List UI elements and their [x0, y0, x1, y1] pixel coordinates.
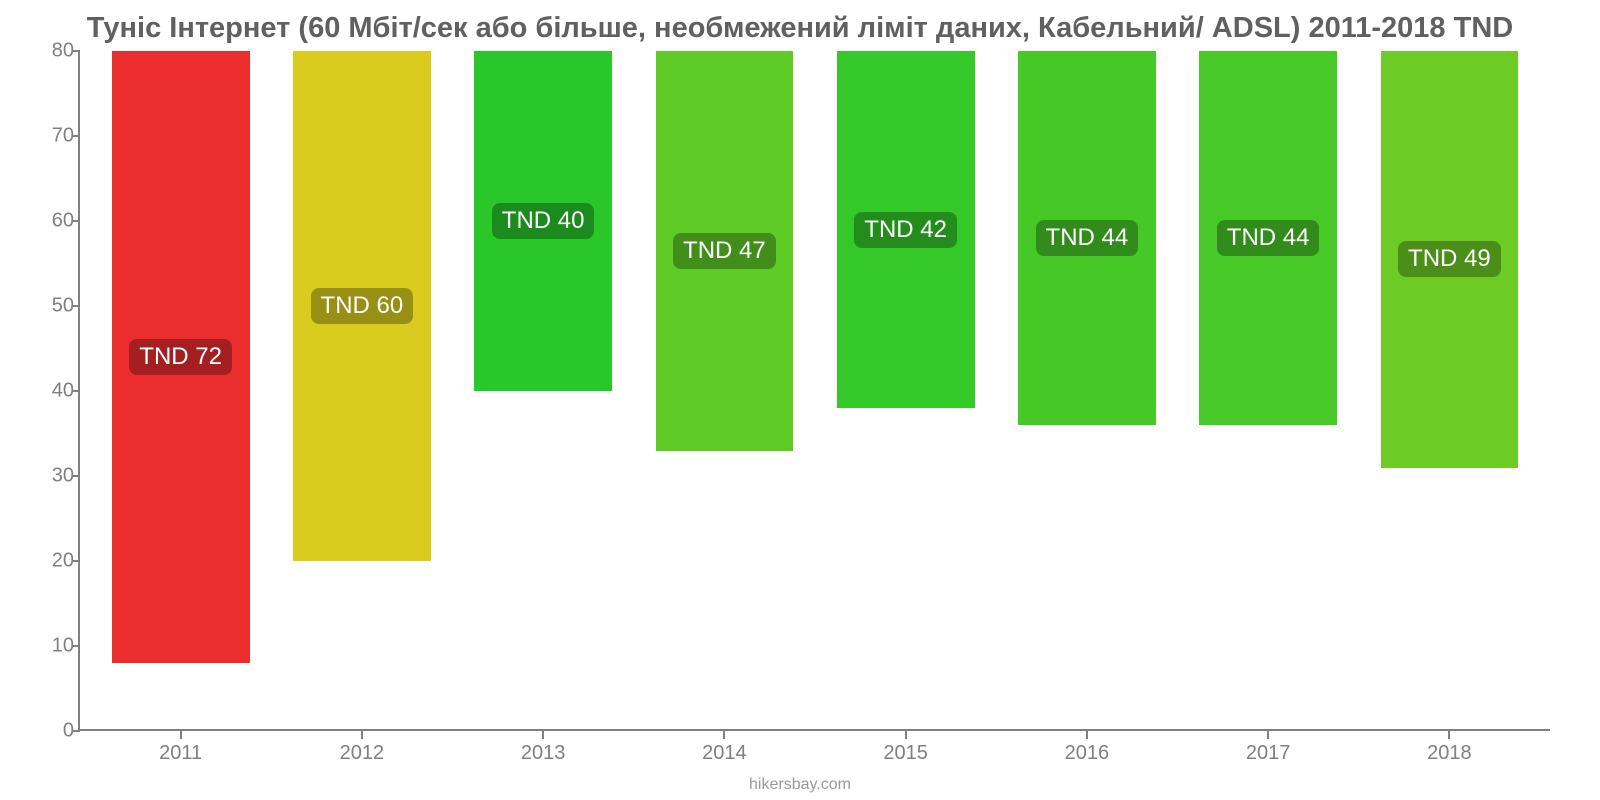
y-tick-mark	[72, 390, 80, 392]
bar-data-label: TND 40	[492, 203, 595, 239]
y-tick-label: 50	[52, 295, 74, 318]
x-tick-mark	[1086, 731, 1088, 739]
bar: TND 40	[474, 51, 612, 391]
bar-slot: TND 72	[90, 51, 271, 731]
x-tick-label: 2017	[1178, 742, 1359, 765]
y-tick-mark	[72, 475, 80, 477]
bar: TND 42	[837, 51, 975, 408]
x-tick-mark	[361, 731, 363, 739]
bar-data-label: TND 49	[1398, 241, 1501, 277]
y-tick-label: 70	[52, 125, 74, 148]
y-tick-mark	[72, 730, 80, 732]
bar-data-label: TND 47	[673, 233, 776, 269]
bar-data-label: TND 42	[854, 212, 957, 248]
y-tick-label: 40	[52, 380, 74, 403]
x-tick-mark	[1267, 731, 1269, 739]
bar-slot: TND 60	[271, 51, 452, 731]
x-tick-label: 2018	[1359, 742, 1540, 765]
bar-data-label: TND 60	[311, 288, 414, 324]
y-tick-mark	[72, 560, 80, 562]
y-tick-label: 20	[52, 550, 74, 573]
y-tick-mark	[72, 220, 80, 222]
bar: TND 60	[293, 51, 431, 561]
x-tick-label: 2015	[815, 742, 996, 765]
bar-slot: TND 47	[634, 51, 815, 731]
bar-slot: TND 44	[996, 51, 1177, 731]
bar: TND 49	[1381, 51, 1519, 468]
bar-slot: TND 44	[1178, 51, 1359, 731]
bar-data-label: TND 44	[1217, 220, 1320, 256]
chart-title: Туніс Інтернет (60 Мбіт/сек або більше, …	[40, 12, 1560, 45]
x-tick-label: 2014	[634, 742, 815, 765]
plot-area: 01020304050607080 TND 72TND 60TND 40TND …	[80, 51, 1550, 731]
x-tick-label: 2012	[271, 742, 452, 765]
y-tick-mark	[72, 50, 80, 52]
x-axis-labels: 20112012201320142015201620172018	[80, 742, 1550, 765]
attribution: hikersbay.com	[0, 776, 1600, 794]
bar: TND 44	[1018, 51, 1156, 425]
x-tick-label: 2013	[453, 742, 634, 765]
y-tick-label: 10	[52, 635, 74, 658]
chart-container: Туніс Інтернет (60 Мбіт/сек або більше, …	[0, 0, 1600, 800]
x-tick-mark	[542, 731, 544, 739]
x-tick-mark	[1448, 731, 1450, 739]
y-tick-mark	[72, 135, 80, 137]
y-tick-label: 60	[52, 210, 74, 233]
y-tick-mark	[72, 645, 80, 647]
x-tick-mark	[905, 731, 907, 739]
x-tick-label: 2016	[996, 742, 1177, 765]
bars-group: TND 72 TND 60 TND 40 TND 47 TND 42 TND 44 TND …	[80, 51, 1550, 731]
bar-data-label: TND 44	[1036, 220, 1139, 256]
bar: TND 44	[1199, 51, 1337, 425]
x-tick-mark	[723, 731, 725, 739]
bar-slot: TND 42	[815, 51, 996, 731]
y-tick-mark	[72, 305, 80, 307]
bar: TND 72	[112, 51, 250, 663]
bar-data-label: TND 72	[129, 339, 232, 375]
y-tick-label: 80	[52, 40, 74, 63]
y-tick-label: 30	[52, 465, 74, 488]
bar: TND 47	[656, 51, 794, 451]
x-tick-mark	[180, 731, 182, 739]
bar-slot: TND 49	[1359, 51, 1540, 731]
x-tick-label: 2011	[90, 742, 271, 765]
bar-slot: TND 40	[453, 51, 634, 731]
